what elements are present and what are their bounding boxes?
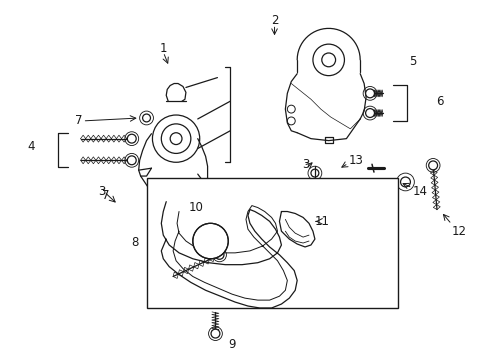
Circle shape xyxy=(366,109,374,117)
Circle shape xyxy=(429,161,438,170)
Circle shape xyxy=(400,177,411,187)
Circle shape xyxy=(193,223,228,259)
Circle shape xyxy=(127,156,136,165)
Text: 6: 6 xyxy=(436,95,443,108)
Text: 14: 14 xyxy=(413,185,427,198)
Text: 3: 3 xyxy=(98,185,106,198)
Text: 13: 13 xyxy=(348,154,363,167)
Text: 2: 2 xyxy=(271,14,278,27)
Circle shape xyxy=(215,251,224,259)
Text: 1: 1 xyxy=(160,41,167,55)
Circle shape xyxy=(366,89,374,98)
Circle shape xyxy=(143,114,150,122)
Text: 10: 10 xyxy=(188,201,203,214)
Circle shape xyxy=(127,134,136,143)
Text: 9: 9 xyxy=(228,338,236,351)
Text: 8: 8 xyxy=(131,235,138,248)
Circle shape xyxy=(172,198,180,206)
Circle shape xyxy=(211,329,220,338)
Bar xyxy=(147,178,397,308)
Text: 5: 5 xyxy=(409,55,416,68)
Text: 4: 4 xyxy=(27,140,35,153)
Text: 3: 3 xyxy=(302,158,310,171)
Text: 11: 11 xyxy=(315,215,330,228)
Text: 7: 7 xyxy=(74,114,82,127)
Text: 7: 7 xyxy=(102,189,110,202)
Text: 12: 12 xyxy=(452,225,467,238)
Circle shape xyxy=(172,223,180,232)
Circle shape xyxy=(311,169,319,177)
